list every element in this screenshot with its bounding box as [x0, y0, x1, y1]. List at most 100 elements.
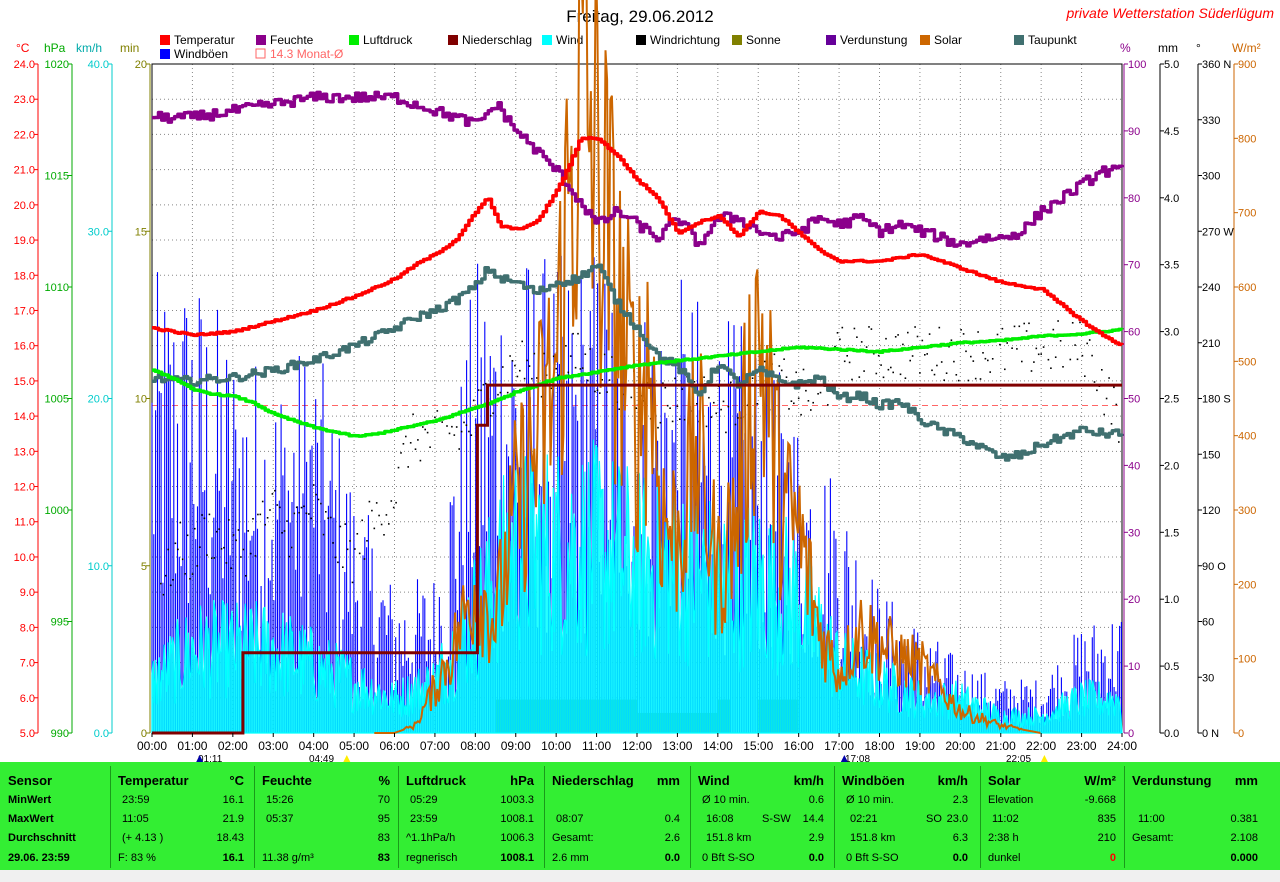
axis-unit-label: km/h: [76, 41, 102, 55]
axis-tick-label-pressure: 1005: [45, 394, 69, 406]
wind-direction-point: [189, 578, 191, 580]
time-markers: 01:11 04:49 17:08 22:05: [196, 754, 1048, 762]
max-time: 11:05: [122, 813, 149, 825]
axis-tick-label-wind: 20.0: [88, 394, 109, 406]
marker-triangle: [196, 755, 204, 762]
wind-direction-point: [366, 540, 368, 542]
min-value: 70: [377, 794, 390, 806]
series-humidity-line: [152, 90, 1124, 248]
avg-value: 18.43: [216, 832, 244, 844]
axis-tick-label-humidity: 10: [1128, 661, 1140, 673]
axis-tick-label-wind: 30.0: [88, 226, 109, 238]
wind-direction-point: [225, 562, 228, 564]
wind-direction-point: [358, 552, 361, 555]
wind-direction-point: [191, 573, 194, 575]
wind-direction-point: [797, 397, 800, 400]
wind-direction-point: [543, 352, 545, 355]
wind-direction-point: [977, 331, 979, 333]
col-header: Solar: [988, 773, 1021, 788]
wind-direction-point: [1108, 377, 1110, 379]
x-axis-tick-label: 13:00: [662, 739, 692, 753]
axis-tick-label-direction: 120: [1202, 505, 1220, 517]
axis-tick-label-temperature: 23.0: [14, 94, 35, 106]
axis-unit-label: mm: [1158, 41, 1178, 55]
wind-direction-point: [252, 518, 254, 520]
col-unit: km/h: [793, 773, 824, 788]
axis-unit-label: °: [1196, 41, 1201, 55]
forecast-note: regnerisch: [406, 852, 458, 864]
wind-direction-point: [839, 338, 841, 341]
wind-direction-point: [1105, 397, 1108, 400]
marker-triangle: [840, 755, 848, 762]
col-header: Luftdruck: [406, 773, 466, 788]
wind-direction-point: [344, 523, 346, 525]
wind-direction-point: [841, 326, 844, 329]
series-wind-area: [151, 439, 1123, 734]
wind-direction-point: [579, 368, 582, 370]
wind-direction-point: [676, 405, 679, 408]
total-value: 2.6: [664, 832, 680, 844]
wind-direction-point: [569, 355, 572, 357]
wind-direction-point: [713, 401, 715, 404]
wind-direction-point: [291, 546, 293, 549]
col-unit: mm: [656, 773, 680, 788]
wind-direction-point: [802, 368, 805, 371]
wind-direction-point: [533, 352, 536, 355]
wind-direction-point: [480, 389, 482, 392]
wind-direction-point: [497, 393, 499, 396]
wind-direction-point: [659, 421, 662, 424]
x-axis-tick-label: 18:00: [864, 739, 894, 753]
wind-direction-point: [242, 548, 245, 551]
wind-direction-point: [162, 593, 165, 596]
wind-direction-point: [962, 333, 965, 335]
wind-direction-point: [312, 484, 315, 486]
wind-direction-point: [223, 546, 225, 549]
wind-direction-point: [853, 327, 856, 330]
wind-direction-point: [320, 502, 322, 505]
marker-label-3: 17:08: [845, 754, 870, 762]
axis-tick-label-temperature: 22.0: [14, 129, 35, 141]
wind-direction-point: [705, 425, 708, 428]
current-note: F: 83 %: [118, 852, 156, 864]
wind-direction-point: [819, 391, 822, 394]
axis-tick-label-sun: 5: [141, 561, 147, 573]
wind-direction-point: [1028, 322, 1030, 325]
max-direction: S-SW: [762, 813, 791, 825]
wind-direction-point: [577, 332, 579, 335]
wind-direction-point: [1037, 353, 1040, 356]
axis-tick-label-humidity: 80: [1128, 193, 1140, 205]
col-header: Sensor: [8, 773, 53, 788]
wind-direction-point: [1004, 368, 1006, 371]
wind-direction-point: [696, 403, 698, 405]
wind-direction-point: [371, 509, 373, 512]
wind-direction-point: [817, 393, 819, 395]
wind-direction-point: [868, 326, 870, 328]
wind-direction-point: [1023, 322, 1025, 325]
legend-label: Solar: [934, 33, 962, 47]
wind-direction-point: [201, 514, 203, 516]
wind-direction-point: [584, 353, 587, 355]
wind-direction-point: [984, 357, 987, 360]
axis-tick-label-temperature: 6.0: [20, 693, 35, 705]
wind-direction-point: [1062, 366, 1064, 368]
legend-swatch: [732, 35, 742, 45]
axis-tick-label-temperature: 17.0: [14, 305, 35, 317]
wind-direction-point: [657, 426, 659, 429]
wind-direction-point: [773, 353, 776, 356]
legend-swatch: [349, 35, 359, 45]
axis-tick-label-temperature: 15.0: [14, 376, 35, 388]
wind-direction-point: [722, 400, 725, 403]
avg-value: 1006.3: [500, 832, 534, 844]
current-value: 0: [1109, 852, 1116, 864]
wind-direction-point: [594, 390, 596, 393]
wind-direction-point: [271, 493, 274, 495]
wind-direction-point: [257, 513, 259, 516]
wind-direction-point: [943, 379, 945, 381]
wind-direction-point: [206, 554, 208, 556]
wind-direction-point: [286, 520, 288, 522]
wind-direction-point: [703, 376, 705, 378]
wind-direction-point: [606, 391, 608, 393]
axis-tick-label-precipitation: 2.5: [1164, 394, 1179, 406]
current-value: 1008.1: [500, 852, 534, 864]
axis-tick-label-direction: 180 S: [1202, 394, 1231, 406]
